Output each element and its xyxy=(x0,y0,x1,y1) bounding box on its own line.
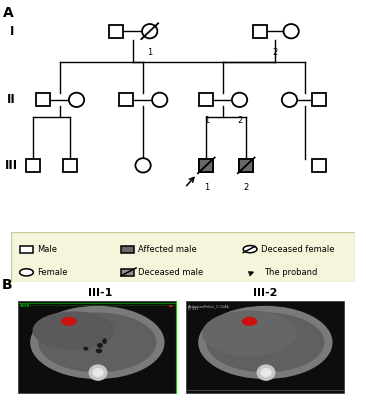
FancyBboxPatch shape xyxy=(11,232,355,282)
Circle shape xyxy=(69,93,84,107)
Bar xyxy=(121,269,134,276)
Bar xyxy=(199,93,213,106)
Circle shape xyxy=(152,93,167,107)
Ellipse shape xyxy=(89,364,108,381)
Bar xyxy=(253,25,266,38)
Text: 2: 2 xyxy=(237,116,242,125)
Bar xyxy=(186,301,344,393)
Text: Deceased female: Deceased female xyxy=(261,245,335,254)
Circle shape xyxy=(135,158,151,172)
Bar xyxy=(199,159,213,172)
Bar xyxy=(26,159,40,172)
Bar xyxy=(313,93,326,106)
Bar xyxy=(109,25,123,38)
Text: Deceased male: Deceased male xyxy=(138,268,203,277)
Ellipse shape xyxy=(93,368,104,377)
Text: III: III xyxy=(5,159,18,172)
Bar xyxy=(63,159,77,172)
Ellipse shape xyxy=(206,312,325,372)
Ellipse shape xyxy=(198,306,333,379)
Text: 2: 2 xyxy=(273,48,278,57)
Bar xyxy=(119,93,134,106)
Text: 2: 2 xyxy=(244,184,249,192)
Ellipse shape xyxy=(83,347,89,350)
Ellipse shape xyxy=(261,368,272,377)
Bar xyxy=(36,93,50,106)
Bar xyxy=(121,246,134,252)
Text: AbdomenPelvis_C:ChAb: AbdomenPelvis_C:ChAb xyxy=(188,304,230,308)
Circle shape xyxy=(243,246,257,253)
Text: Affected male: Affected male xyxy=(138,245,197,254)
Bar xyxy=(18,301,176,393)
Bar xyxy=(199,159,213,172)
Text: 1: 1 xyxy=(203,116,209,125)
Ellipse shape xyxy=(97,343,103,348)
Text: 1: 1 xyxy=(203,184,209,192)
Bar xyxy=(239,159,253,172)
Ellipse shape xyxy=(38,312,157,372)
Circle shape xyxy=(232,93,247,107)
Ellipse shape xyxy=(96,349,102,353)
Text: The proband: The proband xyxy=(264,268,317,277)
Circle shape xyxy=(282,93,297,107)
Text: I: I xyxy=(10,25,14,38)
Text: A: A xyxy=(3,6,14,20)
Ellipse shape xyxy=(61,317,77,326)
Text: Female: Female xyxy=(37,268,67,277)
Ellipse shape xyxy=(242,317,257,326)
Ellipse shape xyxy=(102,338,107,344)
Text: Male: Male xyxy=(37,245,57,254)
Ellipse shape xyxy=(202,310,297,356)
Text: D 337: D 337 xyxy=(188,307,199,311)
Text: ▪▪: ▪▪ xyxy=(169,304,174,308)
Ellipse shape xyxy=(30,306,165,379)
Circle shape xyxy=(284,24,299,38)
Text: III-2: III-2 xyxy=(253,288,277,298)
Ellipse shape xyxy=(33,311,115,350)
Text: B: B xyxy=(1,278,12,292)
Text: III-1: III-1 xyxy=(89,288,113,298)
Text: 3118: 3118 xyxy=(20,304,30,308)
Circle shape xyxy=(19,269,33,276)
Ellipse shape xyxy=(257,364,276,381)
Bar xyxy=(20,246,33,252)
Circle shape xyxy=(142,24,157,38)
Bar xyxy=(239,159,253,172)
Text: 1: 1 xyxy=(147,48,152,57)
Bar xyxy=(313,159,326,172)
Text: II: II xyxy=(7,93,16,106)
